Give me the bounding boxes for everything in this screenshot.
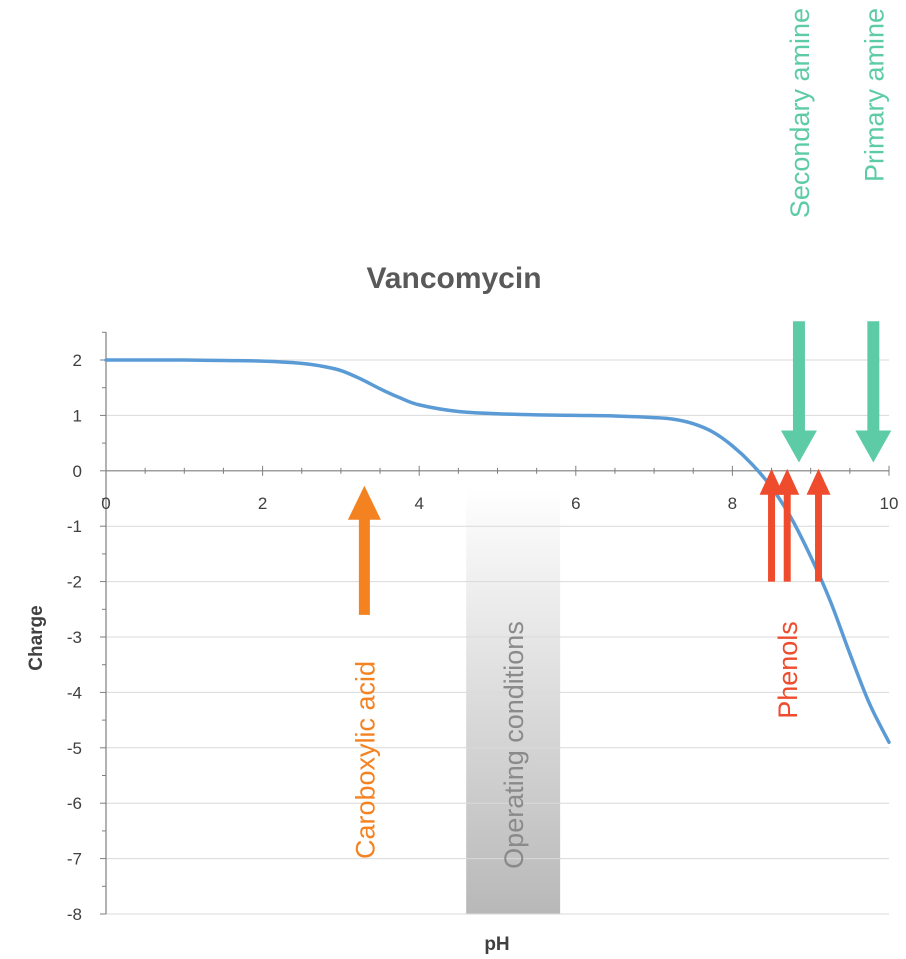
primary-amine-label: Primary amine xyxy=(859,8,889,182)
series-line xyxy=(104,358,891,745)
phenol-arrow xyxy=(759,468,784,582)
y-axis-title: Charge xyxy=(26,605,47,670)
carboxylic-acid-label: Caroboxylic acid xyxy=(350,661,380,859)
y-tick-label: -1 xyxy=(67,517,82,536)
phenol-arrow xyxy=(775,468,800,582)
carboxylic-acid-arrow xyxy=(347,485,381,615)
x-tick-label: 10 xyxy=(880,494,899,513)
primary-amine-arrow xyxy=(855,321,892,463)
y-tick-label: 0 xyxy=(73,462,82,481)
y-tick-label: -4 xyxy=(67,683,82,702)
chart-title: Vancomycin xyxy=(366,262,541,295)
x-tick-label: 0 xyxy=(101,494,110,513)
x-axis-title: pH xyxy=(484,934,509,955)
y-tick-label: 1 xyxy=(73,406,82,425)
annotation-arrows xyxy=(347,321,892,615)
secondary-amine-arrow xyxy=(780,321,817,463)
x-tick-label: 8 xyxy=(728,494,737,513)
secondary-amine-label: Secondary amine xyxy=(785,8,815,218)
x-tick-label: 2 xyxy=(258,494,267,513)
y-tick-label: -7 xyxy=(67,850,82,869)
y-tick-label: 2 xyxy=(73,351,82,370)
operating-conditions-label: Operating conditions xyxy=(499,621,529,869)
phenol-arrow xyxy=(806,468,831,582)
x-tick-label: 4 xyxy=(414,494,423,513)
x-tick-labels: 0 2 4 6 8 10 xyxy=(101,494,898,513)
y-tick-label: -3 xyxy=(67,628,82,647)
y-tick-label: -2 xyxy=(67,573,82,592)
y-tick-label: -6 xyxy=(67,794,82,813)
y-tick-label: -5 xyxy=(67,739,82,758)
y-tick-label: -8 xyxy=(67,905,82,924)
phenols-label: Phenols xyxy=(773,621,803,719)
x-tick-label: 6 xyxy=(571,494,580,513)
operating-conditions-band xyxy=(466,487,561,914)
y-tick-labels: 2 1 0 -1 -2 -3 -4 -5 -6 -7 -8 xyxy=(67,351,82,924)
